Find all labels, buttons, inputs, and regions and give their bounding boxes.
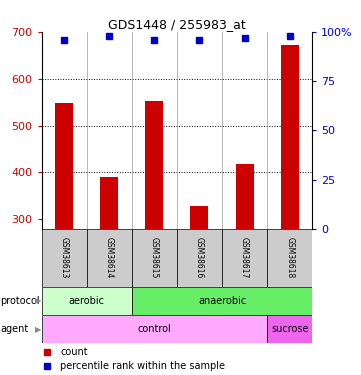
Bar	[281, 45, 299, 229]
Bar	[191, 206, 209, 229]
Bar	[222, 229, 267, 287]
Text: agent: agent	[0, 324, 28, 334]
Text: ▶: ▶	[35, 296, 42, 305]
Title: GDS1448 / 255983_at: GDS1448 / 255983_at	[108, 18, 246, 31]
Bar	[132, 287, 312, 315]
Text: protocol: protocol	[0, 296, 40, 306]
Text: GSM38615: GSM38615	[150, 237, 159, 279]
Bar	[267, 315, 312, 343]
Bar	[236, 164, 253, 229]
Bar	[100, 177, 118, 229]
Bar	[55, 103, 73, 229]
Bar	[42, 315, 267, 343]
Text: GSM38618: GSM38618	[285, 237, 294, 278]
Text: percentile rank within the sample: percentile rank within the sample	[61, 361, 226, 371]
Bar	[145, 101, 164, 229]
Text: ▶: ▶	[35, 324, 42, 334]
Text: aerobic: aerobic	[69, 296, 105, 306]
Text: GSM38613: GSM38613	[60, 237, 69, 279]
Bar	[42, 229, 87, 287]
Text: GSM38616: GSM38616	[195, 237, 204, 279]
Text: count: count	[61, 347, 88, 357]
Text: GSM38617: GSM38617	[240, 237, 249, 279]
Bar	[42, 287, 132, 315]
Bar	[177, 229, 222, 287]
Bar	[87, 229, 132, 287]
Text: GSM38614: GSM38614	[105, 237, 114, 279]
Bar	[132, 229, 177, 287]
Text: control: control	[138, 324, 171, 334]
Text: sucrose: sucrose	[271, 324, 308, 334]
Text: anaerobic: anaerobic	[198, 296, 246, 306]
Bar	[267, 229, 312, 287]
